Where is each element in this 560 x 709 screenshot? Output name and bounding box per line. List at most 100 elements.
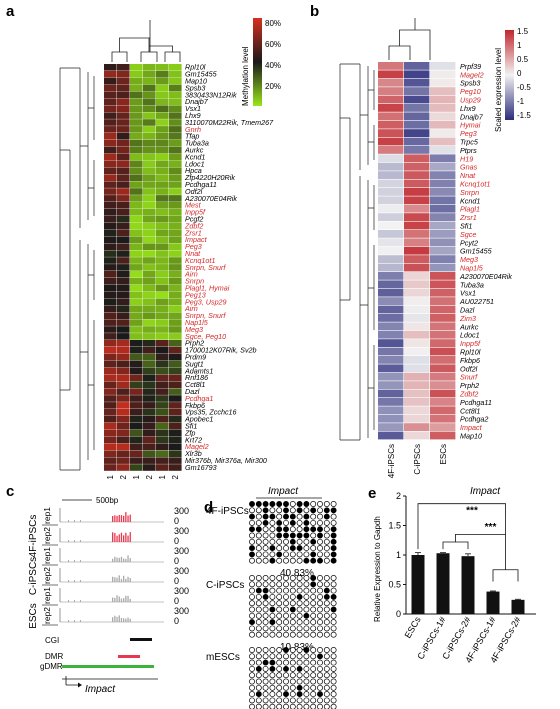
- panel-d-cpg-circle: [323, 625, 330, 632]
- panel-c-cpg-bar: [120, 578, 123, 582]
- panel-d-cpg-circle: [255, 575, 262, 581]
- panel-a-heatmap-cell: [156, 381, 169, 388]
- panel-a-heatmap-cell: [143, 374, 156, 382]
- panel-a-heatmap-cell: [143, 271, 156, 278]
- panel-c-cpg-bar: [116, 535, 118, 542]
- panel-a-heatmap-cell: [117, 395, 130, 402]
- panel-b-gene-labels: Prpf39Magel2Spsb3Peg10Usp29Lhx9Dnajb7Hym…: [459, 62, 512, 441]
- panel-b-legend-tick: -1.5: [517, 111, 531, 120]
- panel-a-heatmap-cell: [117, 208, 130, 216]
- panel-b-figure: b Prpf39Magel2Spsb3Peg10Usp29Lhx9Dnajb7H…: [310, 3, 531, 478]
- panel-a-heatmap-cell: [130, 215, 143, 223]
- panel-d-percent-label: 40.83%: [280, 568, 314, 579]
- panel-a-legend-tick: 80%: [265, 19, 281, 28]
- panel-a-heatmap-cell: [169, 188, 182, 195]
- panel-d-cpg-circle: [249, 703, 255, 709]
- panel-a-legend-tick: 40%: [265, 61, 281, 70]
- panel-a-heatmap-cell: [156, 284, 169, 292]
- panel-e-ytick-label: 2: [396, 491, 401, 501]
- panel-b-heatmap-cell: [404, 389, 430, 398]
- panel-d-cpg-circle: [323, 653, 330, 660]
- panel-b-heatmap-cell: [404, 70, 430, 79]
- panel-a-heatmap-cell: [143, 381, 156, 388]
- panel-b-heatmap-cell: [378, 372, 404, 381]
- panel-d-cpg-circle: [310, 631, 317, 638]
- panel-a-heatmap-cell: [143, 415, 156, 423]
- panel-b-heatmap-cell: [430, 204, 456, 213]
- panel-a-heatmap-cell: [117, 415, 130, 423]
- panel-d-cpg-circle: [317, 665, 323, 672]
- panel-a-heatmap-cell: [104, 298, 117, 306]
- panel-b-gene-label: AU022751: [459, 297, 494, 306]
- panel-d-cpg-circle: [283, 551, 289, 558]
- panel-a-heatmap-cell: [130, 381, 143, 388]
- panel-a-heatmap-cell: [143, 402, 156, 409]
- panel-d-cpg-circle: [330, 659, 337, 666]
- panel-d-cpg-circle: [317, 532, 323, 539]
- panel-d-cpg-circle: [262, 647, 269, 653]
- panel-d-group-label: C-iPSCs: [206, 580, 244, 591]
- panel-d-cpg-circle: [317, 672, 323, 679]
- panel-d-cpg-circle: [310, 665, 317, 672]
- panel-d-cpg-circle: [330, 647, 337, 653]
- panel-c-rep-label: rep2: [42, 527, 52, 544]
- panel-d-cpg-circle: [317, 703, 323, 709]
- panel-d-cpg-circle: [249, 519, 255, 526]
- panel-a-heatmap-cell: [117, 222, 130, 230]
- panel-a-heatmap-cell: [104, 126, 117, 133]
- panel-b-heatmap-cell: [378, 356, 404, 364]
- panel-a-heatmap-cell: [117, 291, 130, 299]
- panel-b-heatmap-cell: [430, 221, 456, 230]
- panel-c-cpg-bar: [127, 535, 129, 542]
- panel-d-cpg-circle: [323, 619, 330, 626]
- panel-d-cpg-circle: [283, 593, 289, 600]
- panel-a-heatmap-cell: [143, 409, 156, 416]
- panel-d-cpg-circle: [317, 551, 323, 558]
- panel-a-heatmap-cell: [104, 422, 117, 430]
- panel-d-cpg-circle: [269, 519, 276, 526]
- panel-a-heatmap-cell: [130, 264, 143, 271]
- panel-d-cpg-circle: [249, 593, 255, 600]
- panel-b-heatmap-cell: [378, 339, 404, 347]
- panel-d-cpg-circle: [310, 647, 317, 653]
- panel-b-gene-label: Dnajb7: [460, 112, 484, 121]
- panel-a-gene-label: Magel2: [185, 442, 209, 451]
- panel-d-cpg-circle: [269, 647, 276, 653]
- panel-a-heatmap-cell: [156, 326, 169, 333]
- panel-b-heatmap-cell: [378, 255, 404, 263]
- panel-c-cpg-bar: [120, 532, 123, 542]
- panel-d-cpg-circle: [269, 631, 276, 638]
- panel-a-heatmap-cell: [143, 195, 156, 202]
- panel-a-heatmap-cell: [169, 84, 182, 92]
- panel-d-cpg-circle: [303, 612, 310, 619]
- panel-a-column-label: 4F-iPSCs_rep1: [106, 475, 115, 480]
- panel-d-cpg-circle: [255, 593, 262, 600]
- panel-c-rep-label: rep2: [42, 567, 52, 584]
- panel-a-heatmap-cell: [143, 77, 156, 85]
- panel-d-cpg-circle: [303, 647, 310, 653]
- panel-b-heatmap-cell: [404, 221, 430, 230]
- panel-b-heatmap-cell: [430, 188, 456, 196]
- panel-d-cpg-circle: [249, 600, 255, 607]
- panel-b-heatmap-cell: [430, 179, 456, 188]
- panel-d-cpg-circle: [255, 587, 262, 594]
- panel-a-heatmap-cell: [143, 422, 156, 430]
- panel-d-cpg-circle: [330, 526, 337, 533]
- panel-c-cpg-bar: [74, 620, 75, 622]
- panel-b-heatmap-cell: [430, 423, 456, 431]
- panel-c-cpg-bar: [127, 576, 129, 582]
- panel-d-cpg-circle: [323, 526, 330, 533]
- panel-a-gene-label: 1700012K07Rik, Sv2b: [185, 346, 257, 355]
- panel-a-heatmap-cell: [104, 257, 117, 264]
- panel-a-heatmap-cell: [143, 388, 156, 395]
- panel-d-cpg-circle: [276, 581, 283, 588]
- panel-a-gene-label: Mest: [185, 201, 202, 210]
- panel-b-heatmap-cell: [430, 406, 456, 415]
- panel-a-heatmap-cell: [169, 243, 182, 250]
- panel-d-cpg-circle: [262, 575, 269, 581]
- panel-a-heatmap-cell: [117, 146, 130, 154]
- panel-a-heatmap-cell: [104, 70, 117, 78]
- panel-a-heatmap-cell: [104, 346, 117, 354]
- panel-a-heatmap-cell: [117, 229, 130, 237]
- panel-a-gene-label: Dnajb7: [185, 97, 209, 106]
